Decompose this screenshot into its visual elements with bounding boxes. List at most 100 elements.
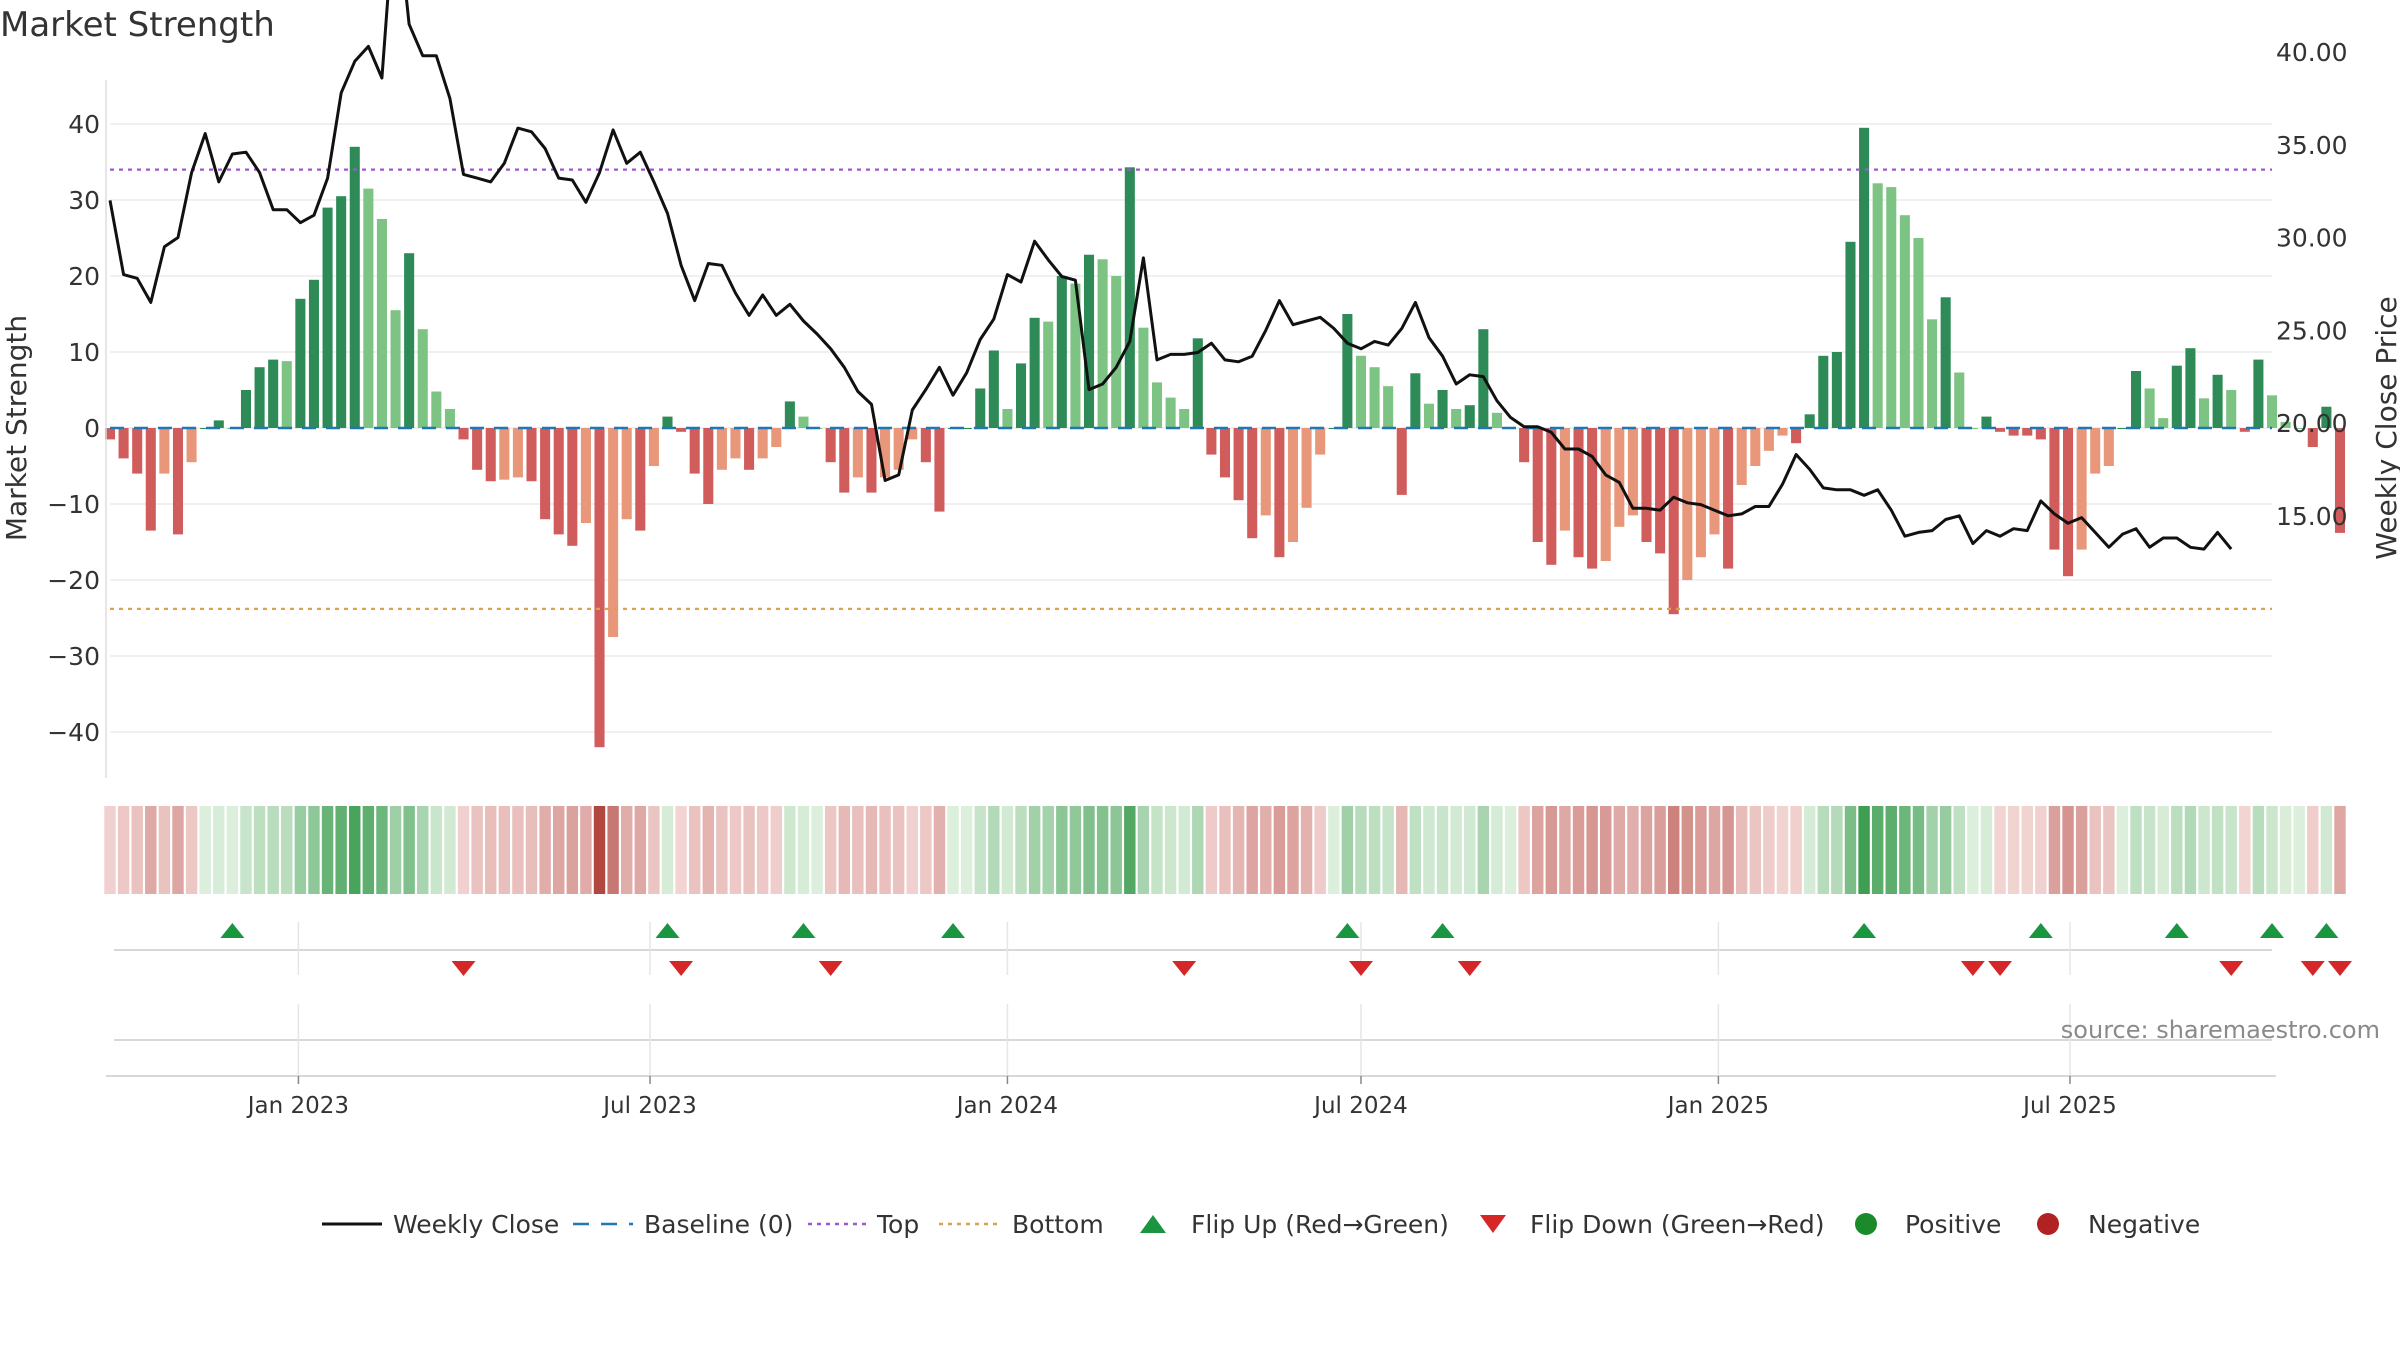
strength-bar: [1600, 428, 1611, 561]
heatmap-cell: [1953, 806, 1965, 894]
heatmap-cell: [1926, 806, 1938, 894]
strength-bar: [1070, 283, 1081, 428]
y2-tick-label: 15.00: [2276, 502, 2348, 531]
strength-bar: [308, 279, 319, 428]
strength-bar: [254, 367, 265, 428]
heatmap-cell: [1844, 806, 1857, 894]
strength-bar: [744, 428, 755, 470]
heatmap-cell: [824, 806, 837, 894]
heatmap-cell: [1967, 806, 1979, 894]
flip-down-marker: [1988, 961, 2013, 976]
heatmap-cell: [117, 806, 130, 894]
heatmap-cell: [158, 806, 171, 894]
strength-bar: [1369, 367, 1380, 428]
strength-bar: [2266, 395, 2278, 428]
heatmap-cell: [1640, 806, 1653, 894]
heatmap-cell: [1110, 806, 1122, 894]
strength-bar: [1423, 403, 1434, 428]
strength-bar: [2049, 428, 2060, 550]
flip-up-marker: [941, 923, 966, 938]
heatmap-cell: [1396, 806, 1408, 894]
x-tick-label: Jul 2024: [1312, 1093, 1408, 1119]
y2-tick-label: 30.00: [2276, 224, 2348, 253]
heatmap-cell: [213, 806, 225, 894]
strength-bar: [1233, 428, 1244, 501]
heatmap-cell: [906, 806, 918, 894]
heatmap-cell: [1667, 806, 1680, 894]
strength-bar: [1655, 428, 1666, 554]
heatmap-cell: [172, 806, 184, 894]
strength-bar: [1641, 428, 1652, 542]
heatmap-cell: [1885, 806, 1897, 894]
heatmap-cell: [2116, 806, 2129, 894]
strength-bar: [1097, 259, 1108, 428]
strength-bar: [1519, 428, 1530, 463]
heatmap-cell: [2307, 806, 2319, 894]
heatmap-cell: [974, 806, 986, 894]
heatmap-cell: [1763, 806, 1775, 894]
strength-bar: [730, 428, 741, 459]
x-tick-label: Jan 2025: [1666, 1093, 1769, 1119]
legend-swatch-flip-up: [1140, 1215, 1166, 1233]
heatmap-cell: [1355, 806, 1367, 894]
strength-bar: [390, 310, 401, 428]
heatmap-cell: [716, 806, 728, 894]
strength-bar: [594, 428, 605, 748]
strength-bar: [2008, 428, 2019, 436]
heatmap-cell: [1695, 806, 1707, 894]
strength-bar: [1668, 428, 1679, 615]
strength-bar: [363, 188, 374, 428]
heatmap-cell: [1477, 806, 1490, 894]
flip-down-marker: [2219, 961, 2244, 976]
flip-up-marker: [1430, 923, 1455, 938]
strength-bar: [961, 428, 972, 429]
strength-bar: [2171, 365, 2182, 428]
heatmap-cell: [444, 806, 456, 894]
strength-bar: [1927, 319, 1938, 428]
strength-bar: [2130, 371, 2142, 428]
strength-bar: [920, 428, 931, 463]
heatmap-cell: [1504, 806, 1517, 894]
heatmap-cell: [688, 806, 701, 894]
strength-bar: [1763, 428, 1774, 451]
strength-bar: [2253, 359, 2264, 428]
y-tick-label: 20: [68, 262, 100, 291]
strength-bar: [567, 428, 578, 546]
strength-bar: [1614, 428, 1625, 527]
heatmap-cell: [1409, 806, 1422, 894]
strength-bar: [1111, 276, 1122, 428]
flip-markers: [114, 922, 2352, 1076]
y2-tick-label: 20.00: [2276, 409, 2348, 438]
strength-bar: [2144, 388, 2155, 428]
heatmap-cell: [1939, 806, 1952, 894]
strength-bar: [580, 428, 591, 523]
heatmap-cell: [1518, 806, 1530, 894]
line-layer: [108, 0, 2272, 610]
strength-bar: [1546, 428, 1557, 565]
heatmap-cell: [1178, 806, 1190, 894]
heatmap-cell: [892, 806, 905, 894]
strength-bar: [417, 329, 428, 428]
strength-bar: [1859, 127, 1870, 429]
heatmap-cell: [430, 806, 443, 894]
strength-bar: [608, 428, 619, 637]
strength-bar: [172, 428, 184, 535]
strength-bar: [716, 428, 727, 470]
heatmap-cell: [2293, 806, 2305, 894]
heatmap-cell: [2252, 806, 2265, 894]
heatmap-cell: [457, 806, 470, 894]
heatmap-cell: [1586, 806, 1598, 894]
legend-label-top: Top: [876, 1210, 919, 1239]
strength-bar: [2212, 374, 2223, 428]
heatmap-cell: [1980, 806, 1993, 894]
heatmap-cell: [661, 806, 674, 894]
y2-tick-label: 25.00: [2276, 316, 2348, 345]
weekly-close-line: [108, 0, 2233, 551]
heatmap-cell: [1749, 806, 1762, 894]
strength-bar: [1151, 382, 1163, 428]
flip-up-marker: [1852, 923, 1877, 938]
strength-bar: [1043, 321, 1054, 428]
strength-bar: [1899, 215, 1910, 428]
heatmap-cell: [2021, 806, 2033, 894]
